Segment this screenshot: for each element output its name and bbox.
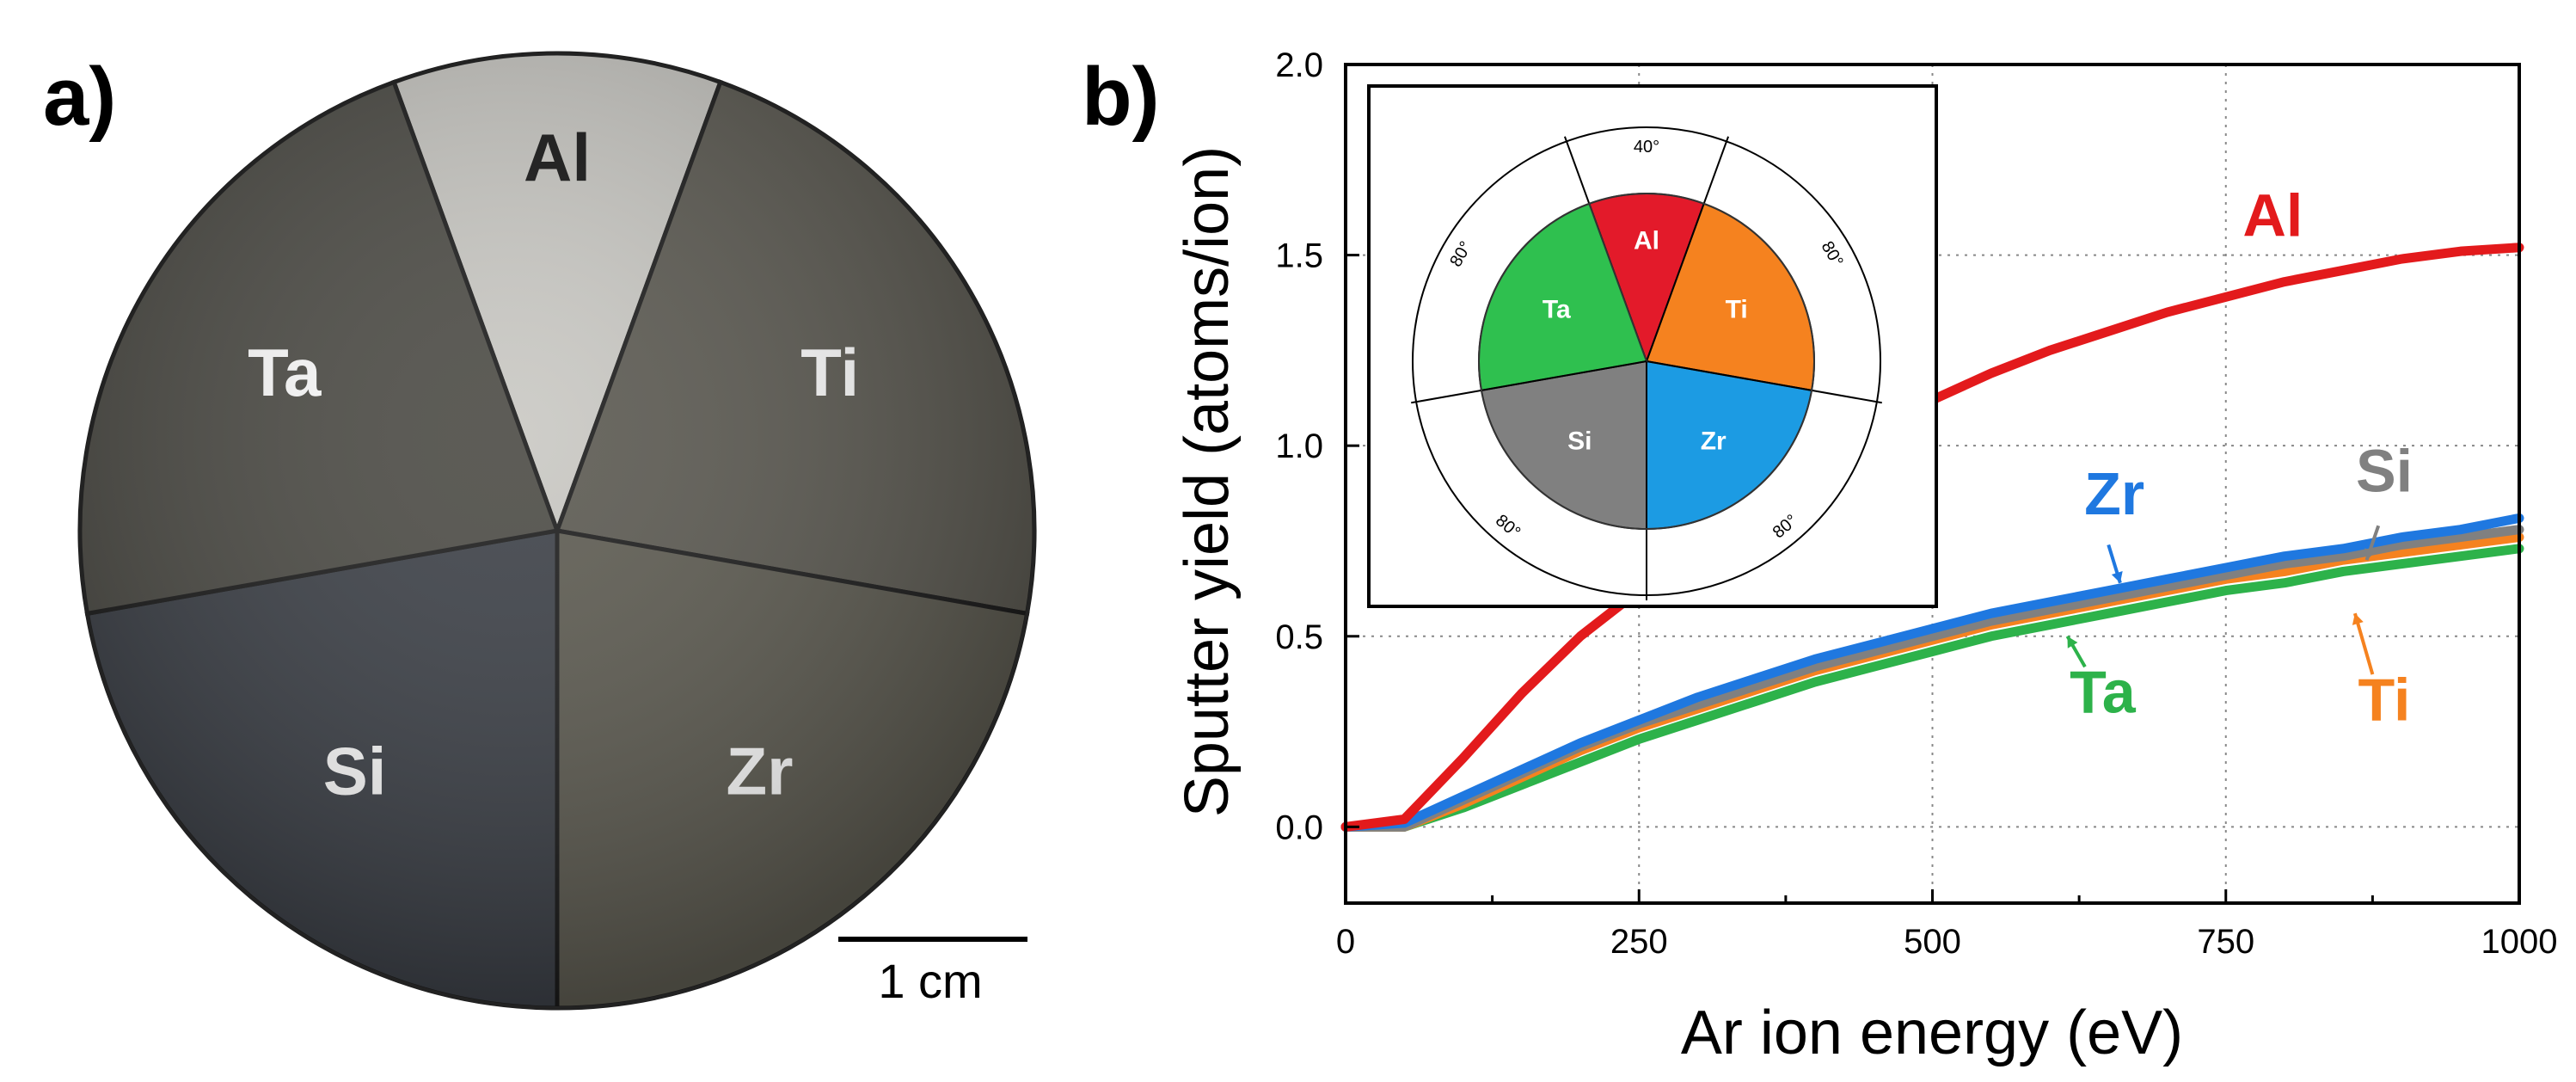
series-pointer-head: [2067, 636, 2078, 649]
scale-bar: 1 cm: [838, 937, 1027, 1008]
y-tick-label: 0.0: [1275, 808, 1323, 846]
series-label-al: Al: [2242, 181, 2303, 249]
panel-a-label: a): [43, 51, 116, 143]
series-label-ti: Ti: [2358, 666, 2411, 733]
inset-label-al: Al: [1634, 227, 1659, 255]
plot-series: [1340, 243, 2524, 832]
series-label-si: Si: [2356, 437, 2413, 504]
inset-label-ta: Ta: [1543, 296, 1571, 324]
x-axis-title: Ar ion energy (eV): [1681, 999, 2183, 1067]
scale-bar-label: 1 cm: [878, 954, 982, 1008]
disc-shading: [78, 52, 1036, 1010]
series-line-ta: [1340, 544, 2524, 832]
inset-pie-outline: [1478, 193, 1815, 530]
y-axis-title: Sputter yield (atoms/ion): [1173, 146, 1242, 817]
inset-angle-label: 40°: [1634, 138, 1659, 157]
inset-boundary: [1411, 360, 1647, 404]
y-tick-label: 1.0: [1275, 427, 1323, 465]
x-tick-label: 500: [1904, 923, 1961, 961]
panel-b-label: b): [1082, 51, 1160, 143]
x-tick-label: 750: [2197, 923, 2254, 961]
x-tick-label: 1000: [2481, 923, 2558, 961]
y-tick-label: 1.5: [1275, 237, 1323, 275]
series-line-zr: [1340, 513, 2524, 832]
series-pointer-head: [2352, 613, 2364, 625]
inset-label-ti: Ti: [1726, 296, 1748, 324]
series-labels: Al Zr Si Ti Ta: [2065, 181, 2413, 733]
inset-boundary: [1646, 360, 1882, 404]
series-pointer-head: [2364, 548, 2376, 561]
inset-boundary: [1646, 136, 1730, 362]
series-pointer-ti: [2352, 612, 2375, 675]
y-tick-label: 0.5: [1275, 618, 1323, 656]
plot-ticks: 0 250 500 750 1000 0.0 0.5 1.0 1.5 2.0: [1275, 46, 2557, 961]
target-disc: AlTiZrSiTa: [77, 51, 1037, 1011]
x-tick-label: 250: [1610, 923, 1668, 961]
inset-label-si: Si: [1567, 427, 1592, 456]
panel-b-chart: b) 0 250 500 750 1000 0.0 0.5 1.0 1.5 2.0 Ar ion …: [1082, 46, 2557, 1067]
series-label-zr: Zr: [2084, 460, 2144, 527]
series-pointer-head: [2111, 571, 2123, 583]
y-tick-label: 2.0: [1275, 46, 1323, 84]
inset-label-zr: Zr: [1701, 427, 1727, 456]
panel-a-photo: a) AlTiZrSiTa 1 cm: [43, 51, 1037, 1011]
series-label-ta: Ta: [2070, 658, 2137, 725]
x-tick-label: 0: [1336, 923, 1355, 961]
